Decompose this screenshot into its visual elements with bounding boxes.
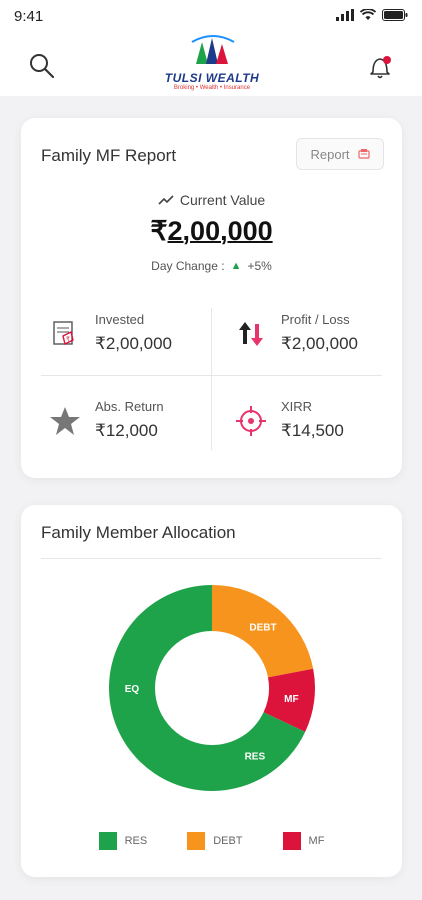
current-value-amount: 2,00,000	[167, 216, 273, 246]
search-icon	[30, 54, 55, 79]
report-button[interactable]: Report	[296, 138, 384, 170]
legend-item-mf: MF	[282, 832, 325, 850]
donut-label-res: RES	[245, 752, 266, 763]
stat-abs-return: Abs. Return ₹12,000	[49, 399, 209, 459]
legend-item-debt: DEBT	[187, 832, 243, 850]
bell-icon	[370, 56, 391, 79]
family-mf-report-card: Family MF Report Report Current Value ₹2…	[21, 118, 402, 478]
status-time: 9:41	[14, 8, 44, 25]
signal-icon	[336, 9, 354, 21]
status-bar: 9:41	[0, 0, 422, 34]
allocation-card-title: Family Member Allocation	[41, 523, 236, 542]
pdf-icon	[357, 149, 370, 159]
report-card-title: Family MF Report	[41, 146, 177, 165]
abs-return-label: Abs. Return	[95, 399, 164, 414]
invested-icon: ₹	[53, 321, 74, 346]
invested-value: ₹2,00,000	[95, 334, 172, 353]
crosshair-icon	[236, 406, 266, 436]
currency-symbol: ₹	[150, 216, 168, 246]
day-change-label: Day Change :	[151, 259, 225, 273]
trend-icon	[158, 195, 174, 205]
day-change-value: +5%	[247, 259, 272, 273]
profit-loss-label: Profit / Loss	[281, 312, 350, 327]
xirr-value: ₹14,500	[281, 421, 344, 440]
donut-slice-mf	[263, 668, 315, 732]
legend-label-mf: MF	[308, 835, 325, 847]
allocation-divider	[41, 558, 382, 559]
donut-slice-res	[212, 712, 306, 791]
report-button-label: Report	[310, 146, 350, 162]
stats-divider-vertical	[211, 308, 212, 450]
profit-loss-icon	[239, 322, 263, 346]
current-value: ₹2,00,000	[21, 216, 402, 247]
donut-label-debt: DEBT	[249, 622, 276, 633]
xirr-label: XIRR	[281, 399, 313, 414]
donut-label-mf: MF	[284, 694, 298, 705]
stat-invested: ₹ Invested ₹2,00,000	[49, 312, 209, 372]
chart-legend: RES DEBT MF	[21, 832, 402, 850]
battery-icon	[382, 9, 408, 21]
notifications-button[interactable]	[368, 52, 394, 80]
logo-mark-icon	[191, 35, 235, 64]
current-value-label-row: Current Value	[21, 192, 402, 208]
up-arrow-icon: ▲	[230, 260, 242, 272]
legend-swatch-mf	[282, 832, 301, 850]
legend-label-debt: DEBT	[213, 835, 243, 847]
status-icons	[336, 9, 408, 21]
logo-text: TULSI WEALTH	[164, 71, 260, 85]
family-member-allocation-card: Family Member Allocation DEBT MF RES EQ RES…	[21, 505, 402, 877]
svg-text:₹: ₹	[66, 336, 70, 343]
donut-slice-eq	[109, 585, 212, 791]
donut-slice-debt	[212, 585, 314, 678]
legend-item-res: RES	[98, 832, 148, 850]
app-header: TULSI WEALTH Broking • Wealth • Insuranc…	[0, 34, 422, 96]
app-logo: TULSI WEALTH Broking • Wealth • Insuranc…	[150, 34, 274, 94]
search-button[interactable]	[28, 52, 56, 80]
wifi-icon	[360, 9, 376, 20]
invested-label: Invested	[95, 312, 145, 327]
legend-label-res: RES	[124, 835, 148, 847]
day-change: Day Change : ▲ +5%	[21, 259, 402, 273]
donut-label-eq: EQ	[125, 684, 140, 695]
current-value-label: Current Value	[179, 192, 266, 208]
profit-loss-value: ₹2,00,000	[281, 334, 358, 353]
logo-tagline: Broking • Wealth • Insurance	[173, 85, 251, 91]
allocation-donut-chart: DEBT MF RES EQ	[109, 585, 315, 791]
stat-profit-loss: Profit / Loss ₹2,00,000	[235, 312, 395, 372]
abs-return-value: ₹12,000	[95, 421, 158, 440]
legend-swatch-res	[98, 832, 117, 850]
legend-swatch-debt	[187, 832, 206, 850]
stat-xirr: XIRR ₹14,500	[235, 399, 395, 459]
star-icon	[50, 407, 80, 435]
